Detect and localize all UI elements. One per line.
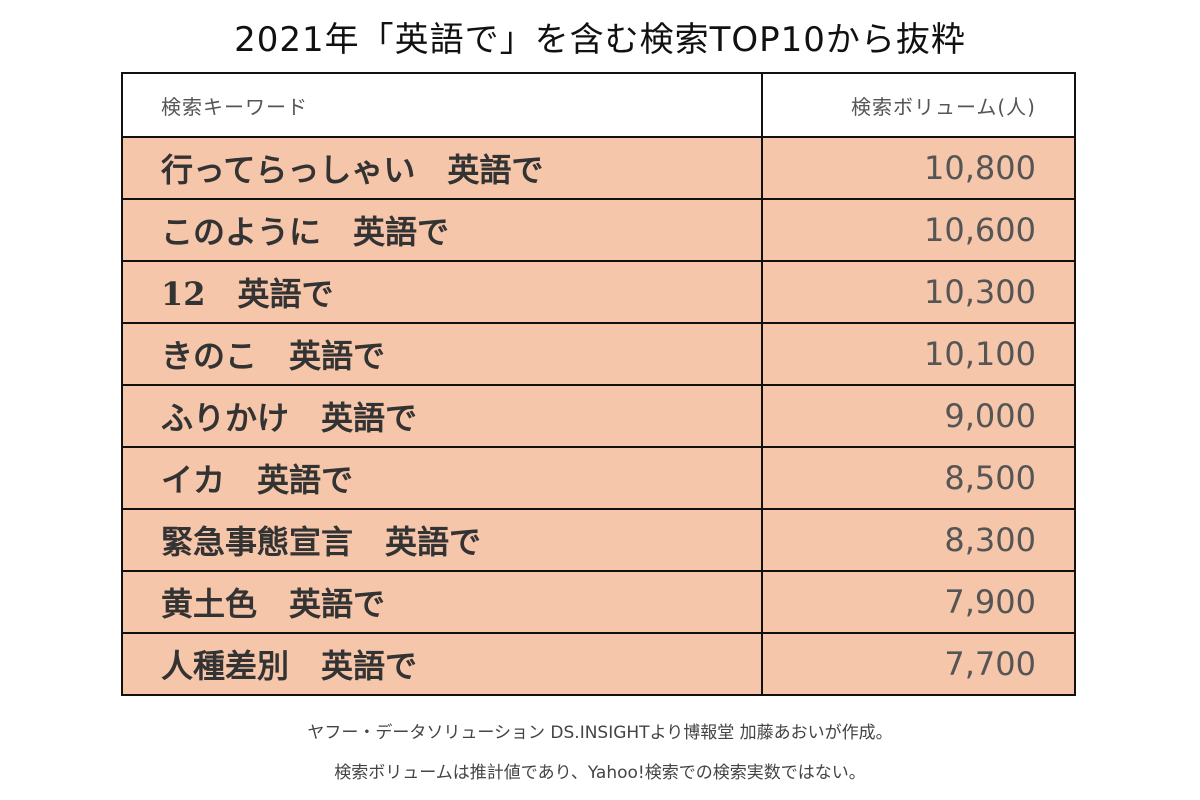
- keyword-cell: 緊急事態宣言 英語で: [123, 510, 763, 570]
- table-row: 行ってらっしゃい 英語で 10,800: [123, 136, 1074, 198]
- volume-cell: 10,600: [924, 211, 1036, 249]
- source-note: ヤフー・データソリューション DS.INSIGHTより博報堂 加藤あおいが作成。: [307, 723, 893, 743]
- table-row: 黄土色 英語で 7,900: [123, 570, 1074, 632]
- table-row: ふりかけ 英語で 9,000: [123, 384, 1074, 446]
- volume-cell: 10,300: [924, 273, 1036, 311]
- keyword-cell: 黄土色 英語で: [123, 572, 763, 632]
- keyword-cell: イカ 英語で: [123, 448, 763, 508]
- volume-cell: 10,800: [924, 149, 1036, 187]
- table-row: 緊急事態宣言 英語で 8,300: [123, 508, 1074, 570]
- volume-cell: 9,000: [944, 397, 1036, 435]
- keyword-cell: ふりかけ 英語で: [123, 386, 763, 446]
- volume-cell: 8,500: [944, 459, 1036, 497]
- keyword-cell: このように 英語で: [123, 200, 763, 260]
- table-header: 検索キーワード 検索ボリューム(人): [123, 74, 1074, 136]
- keyword-cell: きのこ 英語で: [123, 324, 763, 384]
- keyword-cell: 人種差別 英語で: [123, 634, 763, 694]
- chart-title: 2021年「英語で」を含む検索TOP10から抜粋: [234, 20, 966, 60]
- table-row: 12 英語で 10,300: [123, 260, 1074, 322]
- volume-cell: 7,700: [944, 645, 1036, 683]
- volume-cell: 10,100: [924, 335, 1036, 373]
- header-volume: 検索ボリューム(人): [850, 94, 1036, 119]
- table-row: イカ 英語で 8,500: [123, 446, 1074, 508]
- keyword-cell: 行ってらっしゃい 英語で: [123, 138, 763, 198]
- volume-cell: 7,900: [944, 583, 1036, 621]
- header-keyword: 検索キーワード: [123, 74, 763, 136]
- ranking-table: 検索キーワード 検索ボリューム(人) 行ってらっしゃい 英語で 10,800 このよ…: [121, 72, 1076, 696]
- disclaimer-note: 検索ボリュームは推計値であり、Yahoo!検索での検索実数ではない。: [334, 763, 866, 783]
- volume-cell: 8,300: [944, 521, 1036, 559]
- table-row: 人種差別 英語で 7,700: [123, 632, 1074, 694]
- keyword-cell: 12 英語で: [123, 262, 763, 322]
- table-row: このように 英語で 10,600: [123, 198, 1074, 260]
- table-row: きのこ 英語で 10,100: [123, 322, 1074, 384]
